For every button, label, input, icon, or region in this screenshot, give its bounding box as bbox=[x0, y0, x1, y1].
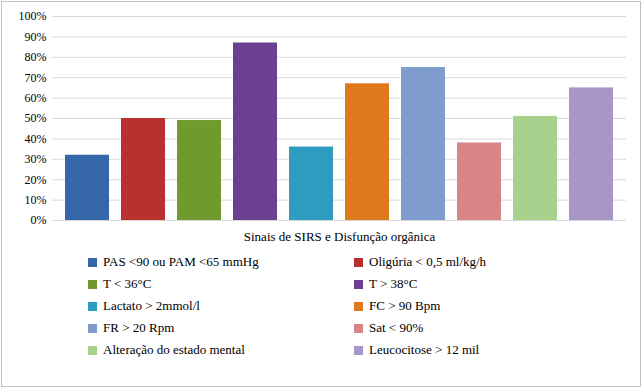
svg-text:80%: 80% bbox=[25, 50, 47, 64]
html-text:T > 38°C: T > 38°C bbox=[369, 276, 418, 291]
svg-text:70%: 70% bbox=[25, 71, 47, 85]
svg-text:40%: 40% bbox=[25, 132, 47, 146]
svg-text:90%: 90% bbox=[25, 30, 47, 44]
html-text:PAS <90 ou PAM <65 mmHg: PAS <90 ou PAM <65 mmHg bbox=[103, 254, 259, 269]
html-text:T < 36°C: T < 36°C bbox=[103, 276, 152, 291]
svg-text:Sinais de SIRS e Disfunção org: Sinais de SIRS e Disfunção orgânica bbox=[244, 229, 436, 244]
html-text:Lactato > 2mmol/l: Lactato > 2mmol/l bbox=[103, 298, 200, 313]
svg-text:50%: 50% bbox=[25, 111, 47, 125]
svg-text:0%: 0% bbox=[31, 213, 47, 227]
svg-text:100%: 100% bbox=[19, 9, 47, 23]
html-text:FC > 90 Bpm: FC > 90 Bpm bbox=[369, 298, 441, 313]
html-text:FR > 20 Rpm: FR > 20 Rpm bbox=[103, 320, 175, 335]
html-text:Alteração do estado mental: Alteração do estado mental bbox=[103, 342, 245, 357]
svg-text:30%: 30% bbox=[25, 152, 47, 166]
html-text:Leucocitose > 12 mil: Leucocitose > 12 mil bbox=[369, 342, 480, 357]
svg-text:60%: 60% bbox=[25, 91, 47, 105]
svg-text:10%: 10% bbox=[25, 193, 47, 207]
html-text:Sat < 90%: Sat < 90% bbox=[369, 320, 424, 335]
html-text:Oligúria < 0,5 ml/kg/h: Oligúria < 0,5 ml/kg/h bbox=[369, 254, 487, 269]
svg-text:20%: 20% bbox=[25, 173, 47, 187]
